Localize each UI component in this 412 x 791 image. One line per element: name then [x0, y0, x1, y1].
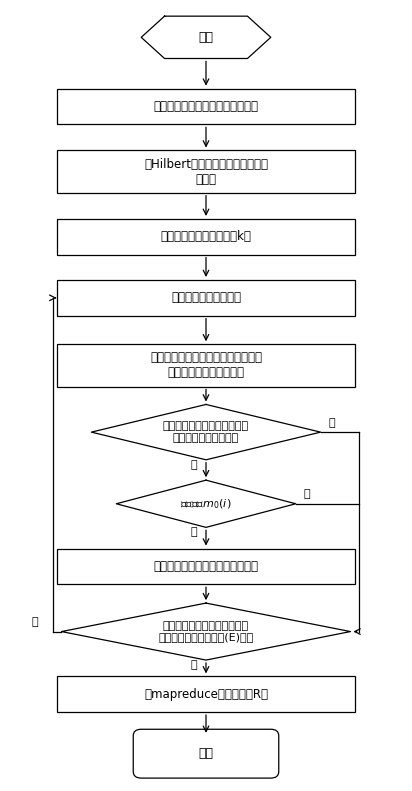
Text: 否: 否 — [329, 418, 335, 428]
Polygon shape — [116, 480, 296, 528]
Text: 否: 否 — [32, 617, 38, 627]
FancyBboxPatch shape — [56, 280, 356, 316]
FancyBboxPatch shape — [56, 548, 356, 585]
FancyBboxPatch shape — [133, 729, 279, 778]
Text: 各个类的聚类中心不再发生变
化或满足平方误差总和(E)最小: 各个类的聚类中心不再发生变 化或满足平方误差总和(E)最小 — [158, 621, 254, 642]
Text: 是: 是 — [191, 460, 197, 470]
Text: 满足阈值$m_0(i)$: 满足阈值$m_0(i)$ — [180, 497, 232, 510]
Text: 结束: 结束 — [199, 747, 213, 760]
FancyBboxPatch shape — [56, 89, 356, 124]
FancyBboxPatch shape — [56, 676, 356, 712]
Text: 否: 否 — [304, 490, 310, 499]
Text: 分别计算每个类的中心: 分别计算每个类的中心 — [171, 291, 241, 305]
Text: 用均值法把一维数组分成k类: 用均值法把一维数组分成k类 — [161, 230, 251, 244]
FancyBboxPatch shape — [56, 150, 356, 193]
Text: 在mapreduce模型上构建R树: 在mapreduce模型上构建R树 — [144, 687, 268, 701]
FancyBboxPatch shape — [56, 219, 356, 255]
Polygon shape — [91, 404, 321, 460]
Polygon shape — [141, 16, 271, 59]
Text: 是: 是 — [191, 528, 197, 538]
Polygon shape — [61, 603, 351, 660]
Text: 是: 是 — [191, 660, 197, 670]
Text: 到本类中心的欧式距离大于到
其他类中心的欧式距离: 到本类中心的欧式距离大于到 其他类中心的欧式距离 — [163, 422, 249, 443]
FancyBboxPatch shape — [56, 344, 356, 387]
Text: 把空间不同的对象用中心点来表示: 把空间不同的对象用中心点来表示 — [154, 100, 258, 113]
Text: 用Hilbert把空间数据对象映射成一
维数组: 用Hilbert把空间数据对象映射成一 维数组 — [144, 157, 268, 186]
Text: 开始: 开始 — [199, 31, 213, 44]
Text: 把该样本集归入欧式距离短的类里: 把该样本集归入欧式距离短的类里 — [154, 560, 258, 573]
Text: 分别计算各个类里样本集到本类中心
和其他类中心的欧式距离: 分别计算各个类里样本集到本类中心 和其他类中心的欧式距离 — [150, 351, 262, 380]
